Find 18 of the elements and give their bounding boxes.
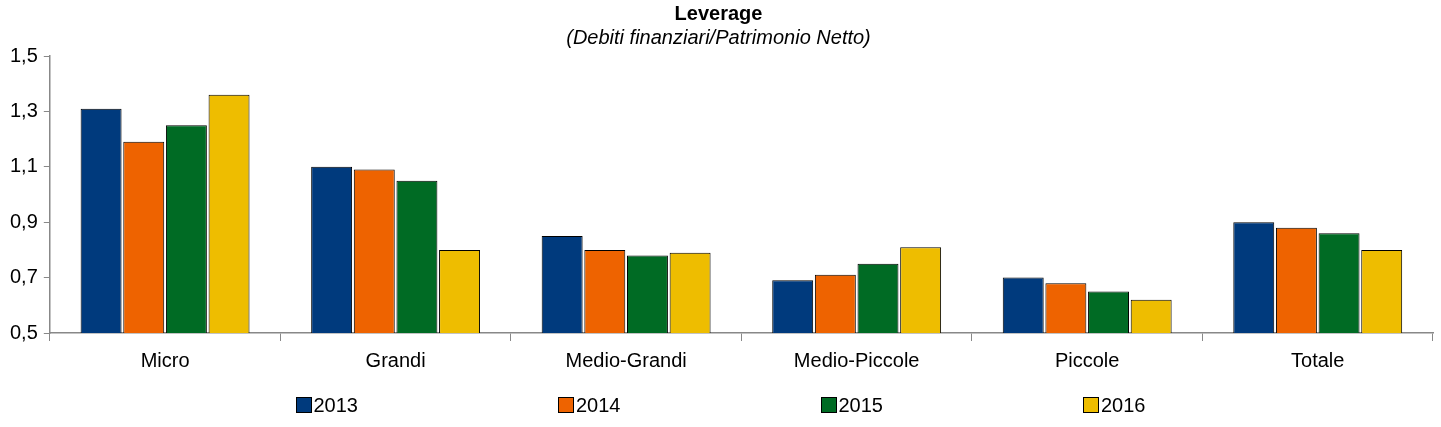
legend-label: 2015 <box>838 393 883 417</box>
y-tick-label: 1,5 <box>9 43 38 66</box>
y-tick-label: 0,7 <box>9 265 38 288</box>
y-tick-label: 0,5 <box>9 320 38 343</box>
legend-label: 2016 <box>1101 393 1146 417</box>
x-tick-label: Totale <box>1291 348 1345 371</box>
chart-subtitle: (Debiti finanziari/Patrimonio Netto) <box>566 25 871 48</box>
y-tick-label: 1,1 <box>9 154 38 177</box>
legend-label: 2014 <box>576 393 621 417</box>
y-tick-label: 0,9 <box>9 209 38 232</box>
x-tick-label: Medio-Piccole <box>793 348 920 371</box>
y-tick-label: 1,3 <box>9 98 38 121</box>
x-tick-label: Medio-Grandi <box>565 348 687 371</box>
chart-title: Leverage <box>674 1 763 24</box>
x-tick-label: Piccole <box>1054 348 1120 371</box>
legend-label: 2013 <box>313 393 358 417</box>
x-tick-label: Micro <box>140 348 190 371</box>
x-tick-label: Grandi <box>365 348 426 371</box>
